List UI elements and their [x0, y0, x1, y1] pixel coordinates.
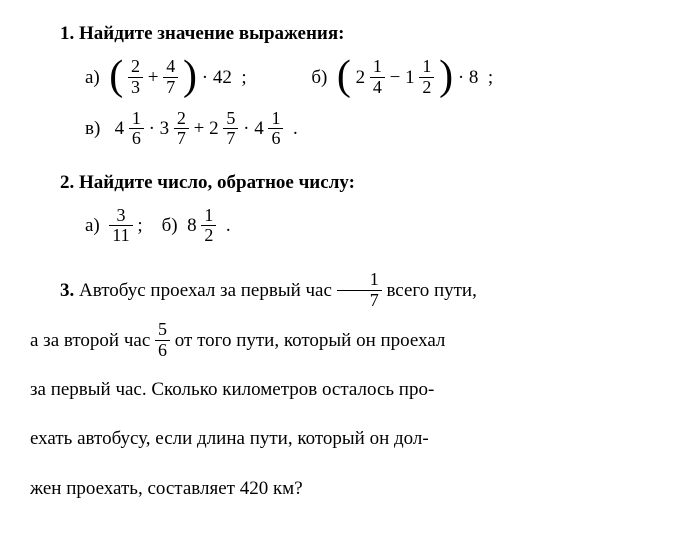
left-paren: ( — [337, 55, 351, 97]
fraction: 1 6 — [268, 109, 283, 150]
numerator: 1 — [268, 109, 283, 130]
whole-part: 2 — [356, 66, 366, 87]
right-paren: ) — [183, 55, 197, 97]
whole-part: 1 — [405, 66, 415, 87]
denominator: 6 — [268, 129, 283, 149]
numerator: 1 — [129, 109, 144, 130]
denominator: 7 — [223, 129, 238, 149]
whole-part: 2 — [209, 118, 219, 139]
task2-number: 2. — [60, 172, 74, 193]
whole-part: 4 — [254, 118, 264, 139]
task3-line3: за первый час. Сколько километров остало… — [30, 365, 660, 414]
fraction: 1 2 — [419, 57, 434, 98]
numerator: 5 — [223, 109, 238, 130]
task2-item-a: а) 3 11 ; — [85, 206, 143, 247]
denominator: 7 — [174, 129, 189, 149]
fraction: 1 4 — [370, 57, 385, 98]
denominator: 2 — [419, 78, 434, 98]
numerator: 1 — [201, 206, 216, 227]
fraction: 4 7 — [163, 57, 178, 98]
numerator: 1 — [337, 270, 382, 291]
left-paren: ( — [109, 55, 123, 97]
fraction: 2 3 — [128, 57, 143, 98]
task1-item-b: б) ( 2 1 4 − 1 1 2 ) · 8 ; — [311, 57, 493, 99]
denominator: 7 — [163, 78, 178, 98]
task3-number: 3. — [60, 280, 74, 301]
text: Автобус проехал за первый час — [74, 280, 336, 301]
item-label: а) — [85, 66, 100, 87]
denominator: 7 — [337, 291, 382, 311]
task-1: 1. Найдите значение выражения: а) ( 2 3 … — [30, 20, 660, 159]
task3-line2: а за второй час 5 6 от того пути, которы… — [30, 316, 660, 365]
dot-operator: · — [202, 66, 208, 87]
period: . — [293, 118, 298, 139]
denominator: 2 — [201, 226, 216, 246]
task1-heading-text: Найдите значение выражения: — [79, 23, 344, 44]
task2-heading: 2. Найдите число, обратное числу: — [30, 169, 660, 198]
item-label: б) — [311, 66, 327, 87]
text: от того пути, который он проехал — [170, 330, 445, 351]
numerator: 5 — [155, 320, 170, 341]
multiplier: 8 — [469, 66, 479, 87]
dot-operator: · — [149, 118, 155, 139]
text: за первый час. Сколько километров остало… — [30, 379, 434, 400]
numerator: 2 — [174, 109, 189, 130]
task2-heading-text: Найдите число, обратное числу: — [79, 172, 355, 193]
plus-sign: + — [194, 118, 205, 139]
denominator: 4 — [370, 78, 385, 98]
item-label: в) — [85, 118, 100, 139]
denominator: 6 — [155, 341, 170, 361]
semicolon: ; — [241, 66, 246, 87]
dot-operator: · — [243, 118, 249, 139]
fraction: 1 2 — [201, 206, 216, 247]
fraction: 1 6 — [129, 109, 144, 150]
fraction: 5 6 — [155, 320, 170, 361]
task3-line4: ехать автобусу, если длина пути, который… — [30, 414, 660, 463]
period: . — [226, 215, 231, 236]
plus-sign: + — [148, 66, 159, 87]
item-label: а) — [85, 215, 100, 236]
whole-part: 4 — [115, 118, 125, 139]
task1-item-c: в) 4 1 6 · 3 2 7 + 2 5 7 · 4 1 6 — [85, 109, 298, 150]
task1-subitems: а) ( 2 3 + 4 7 ) · 42 ; б) ( 2 1 4 − — [30, 57, 660, 160]
task1-heading: 1. Найдите значение выражения: — [30, 20, 660, 49]
task2-item-b: б) 8 1 2 . — [162, 206, 231, 247]
text: а за второй час — [30, 330, 155, 351]
whole-part: 8 — [187, 215, 197, 236]
denominator: 11 — [109, 226, 132, 246]
task2-subitems: а) 3 11 ; б) 8 1 2 . — [30, 206, 660, 257]
item-label: б) — [162, 215, 178, 236]
denominator: 3 — [128, 78, 143, 98]
semicolon: ; — [137, 215, 142, 236]
fraction: 2 7 — [174, 109, 189, 150]
numerator: 2 — [128, 57, 143, 78]
minus-sign: − — [390, 66, 401, 87]
text: всего пути, — [382, 280, 477, 301]
task-3: 3. Автобус проехал за первый час 1 7 все… — [30, 266, 660, 513]
fraction: 3 11 — [109, 206, 132, 247]
task1-number: 1. — [60, 23, 74, 44]
right-paren: ) — [439, 55, 453, 97]
task3-line5: жен проехать, составляет 420 км? — [30, 464, 660, 513]
fraction: 5 7 — [223, 109, 238, 150]
text: жен проехать, составляет 420 км? — [30, 478, 303, 499]
numerator: 4 — [163, 57, 178, 78]
multiplier: 42 — [213, 66, 232, 87]
numerator: 1 — [419, 57, 434, 78]
task1-item-a: а) ( 2 3 + 4 7 ) · 42 ; — [85, 57, 247, 99]
task3-line1: 3. Автобус проехал за первый час 1 7 все… — [30, 266, 660, 315]
semicolon: ; — [488, 66, 493, 87]
text: ехать автобусу, если длина пути, который… — [30, 428, 429, 449]
denominator: 6 — [129, 129, 144, 149]
numerator: 1 — [370, 57, 385, 78]
fraction: 1 7 — [337, 270, 382, 311]
task-2: 2. Найдите число, обратное числу: а) 3 1… — [30, 169, 660, 256]
numerator: 3 — [109, 206, 132, 227]
dot-operator: · — [458, 66, 464, 87]
whole-part: 3 — [160, 118, 170, 139]
